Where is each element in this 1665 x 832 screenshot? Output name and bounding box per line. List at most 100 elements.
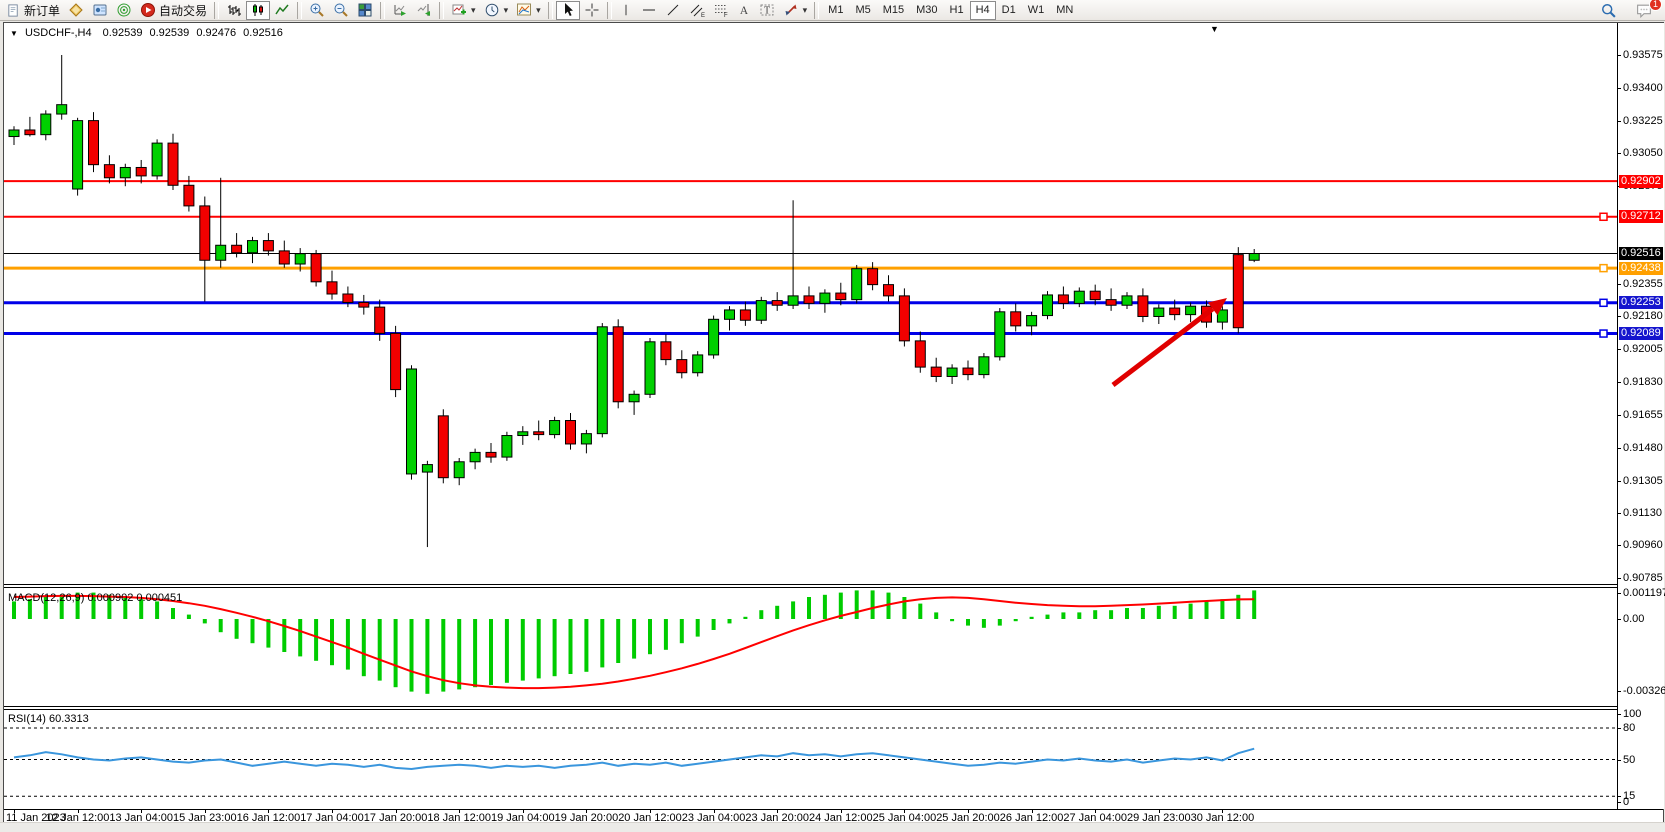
chart-shift-marker-icon[interactable]: ▼ <box>1210 24 1219 34</box>
toolbar-separator <box>814 1 820 19</box>
macd-signal-line <box>13 594 1255 690</box>
time-axis-label: 18 Jan 12:00 <box>427 812 491 824</box>
trend-arrow-annotation[interactable] <box>1111 298 1227 387</box>
fibonacci-icon: F <box>713 2 729 18</box>
axis-tick <box>1618 87 1621 89</box>
candle <box>183 184 195 207</box>
rsi-line <box>13 747 1255 771</box>
time-tick <box>840 810 842 813</box>
candle <box>708 318 720 356</box>
time-axis-label: 30 Jan 12:00 <box>1190 812 1255 824</box>
trendline-button[interactable] <box>661 1 685 20</box>
horizontal-line-button[interactable] <box>637 1 661 20</box>
notification-badge: 1 <box>1649 0 1662 11</box>
candle <box>215 244 227 261</box>
candle <box>978 356 990 376</box>
price-marker-0.92253: 0.92253 <box>1619 296 1663 310</box>
dropdown-arrow-icon: ▾ <box>503 4 509 15</box>
timeframe-button-M15[interactable]: M15 <box>882 4 905 17</box>
rsi-axis-label: 80 <box>1623 722 1636 734</box>
market-watch-icon <box>68 2 84 18</box>
auto-scroll-button[interactable] <box>388 1 412 20</box>
candle <box>247 240 258 254</box>
time-axis-label: 24 Jan 12:00 <box>808 812 873 824</box>
time-axis[interactable]: 11 Jan 2023 12 Jan 12:00 13 Jan 04:00 15 Ja… <box>4 809 1663 824</box>
new-order-label: 新订单 <box>24 3 61 18</box>
zoom-out-button[interactable] <box>329 1 353 20</box>
candle <box>231 244 243 254</box>
pane-separator[interactable] <box>4 709 1663 710</box>
templates-button[interactable]: ▾ <box>512 1 545 20</box>
channel-button[interactable]: E <box>685 1 709 20</box>
vertical-line-button[interactable] <box>615 1 637 20</box>
auto-scroll-icon <box>392 2 408 18</box>
pane-separator[interactable] <box>4 706 1663 707</box>
timeframe-button-MN[interactable]: MN <box>1056 4 1074 17</box>
price-tick-label: 0.91655 <box>1623 408 1663 421</box>
pane-separator[interactable] <box>4 587 1663 588</box>
axis-tick <box>1618 592 1621 594</box>
status-strip <box>0 822 1665 832</box>
crosshair-button[interactable] <box>580 1 604 20</box>
text-label-button[interactable]: T <box>755 1 779 20</box>
timeframe-button-M30[interactable]: M30 <box>916 4 938 17</box>
candle <box>930 366 942 377</box>
candlestick-series <box>8 55 1260 548</box>
cursor-icon <box>560 2 576 18</box>
collapse-triangle-icon[interactable]: ▼ <box>10 29 18 38</box>
candlestick-chart-button[interactable] <box>246 0 271 20</box>
timeframe-button-W1[interactable]: W1 <box>1027 4 1045 17</box>
axis-tick <box>1618 283 1621 285</box>
toolbar-separator <box>439 1 445 19</box>
time-tick <box>968 810 969 813</box>
macd-pane[interactable] <box>12 590 1257 694</box>
candle <box>644 341 656 395</box>
time-tick <box>1158 810 1160 813</box>
candle <box>835 292 847 301</box>
market-watch-button[interactable] <box>64 1 88 20</box>
timeframe-button-M5[interactable]: M5 <box>855 4 871 17</box>
new-chart-button[interactable]: ▾ <box>447 1 480 20</box>
chart-shift-button[interactable] <box>412 1 436 20</box>
candle <box>310 253 322 283</box>
text-button[interactable]: A <box>733 1 755 20</box>
chart-canvas[interactable] <box>4 23 1617 809</box>
timeframe-button-H4[interactable]: H4 <box>969 0 996 20</box>
candle <box>596 326 608 435</box>
cursor-button[interactable] <box>555 0 580 20</box>
timeframe-button-H1[interactable]: H1 <box>949 4 964 17</box>
search-button[interactable] <box>1596 1 1621 20</box>
timeframe-button-D1[interactable]: D1 <box>1001 4 1016 17</box>
candle <box>898 295 910 342</box>
candle <box>374 306 386 334</box>
pane-separator[interactable] <box>4 584 1663 585</box>
bar-chart-button[interactable] <box>222 1 246 20</box>
time-tick <box>777 810 779 813</box>
tile-windows-button[interactable] <box>353 1 377 20</box>
rsi-indicator-label: RSI(14) 60.3313 <box>8 713 89 725</box>
rsi-pane[interactable] <box>4 727 1617 797</box>
time-tick <box>904 810 906 813</box>
candle <box>1010 311 1022 327</box>
zoom-out-icon <box>333 2 349 18</box>
fibonacci-button[interactable]: F <box>709 1 733 20</box>
signals-button[interactable] <box>112 1 136 20</box>
periods-button[interactable]: ▾ <box>480 1 513 20</box>
arrows-button[interactable]: ▾ <box>779 1 812 20</box>
price-axis[interactable]: 0.935750.934000.932250.930500.928750.923… <box>1617 23 1665 809</box>
data-window-button[interactable] <box>88 1 112 20</box>
dropdown-arrow-icon: ▾ <box>802 4 808 15</box>
hline-0.92438[interactable] <box>4 263 1617 273</box>
candle <box>390 332 402 391</box>
chat-icon <box>1635 2 1653 19</box>
time-axis-label: 27 Jan 04:00 <box>1063 812 1127 824</box>
hline-0.92089[interactable] <box>4 329 1617 338</box>
new-order-button[interactable]: 新订单 <box>2 1 64 20</box>
rsi-axis-label: 15 <box>1623 790 1636 803</box>
auto-trading-button[interactable]: 自动交易 <box>136 1 211 20</box>
timeframe-button-M1[interactable]: M1 <box>828 4 844 17</box>
hline-0.92712[interactable] <box>4 212 1617 222</box>
chat-button[interactable]: 1 <box>1631 0 1662 20</box>
zoom-in-button[interactable] <box>305 1 329 20</box>
line-chart-button[interactable] <box>270 1 294 20</box>
